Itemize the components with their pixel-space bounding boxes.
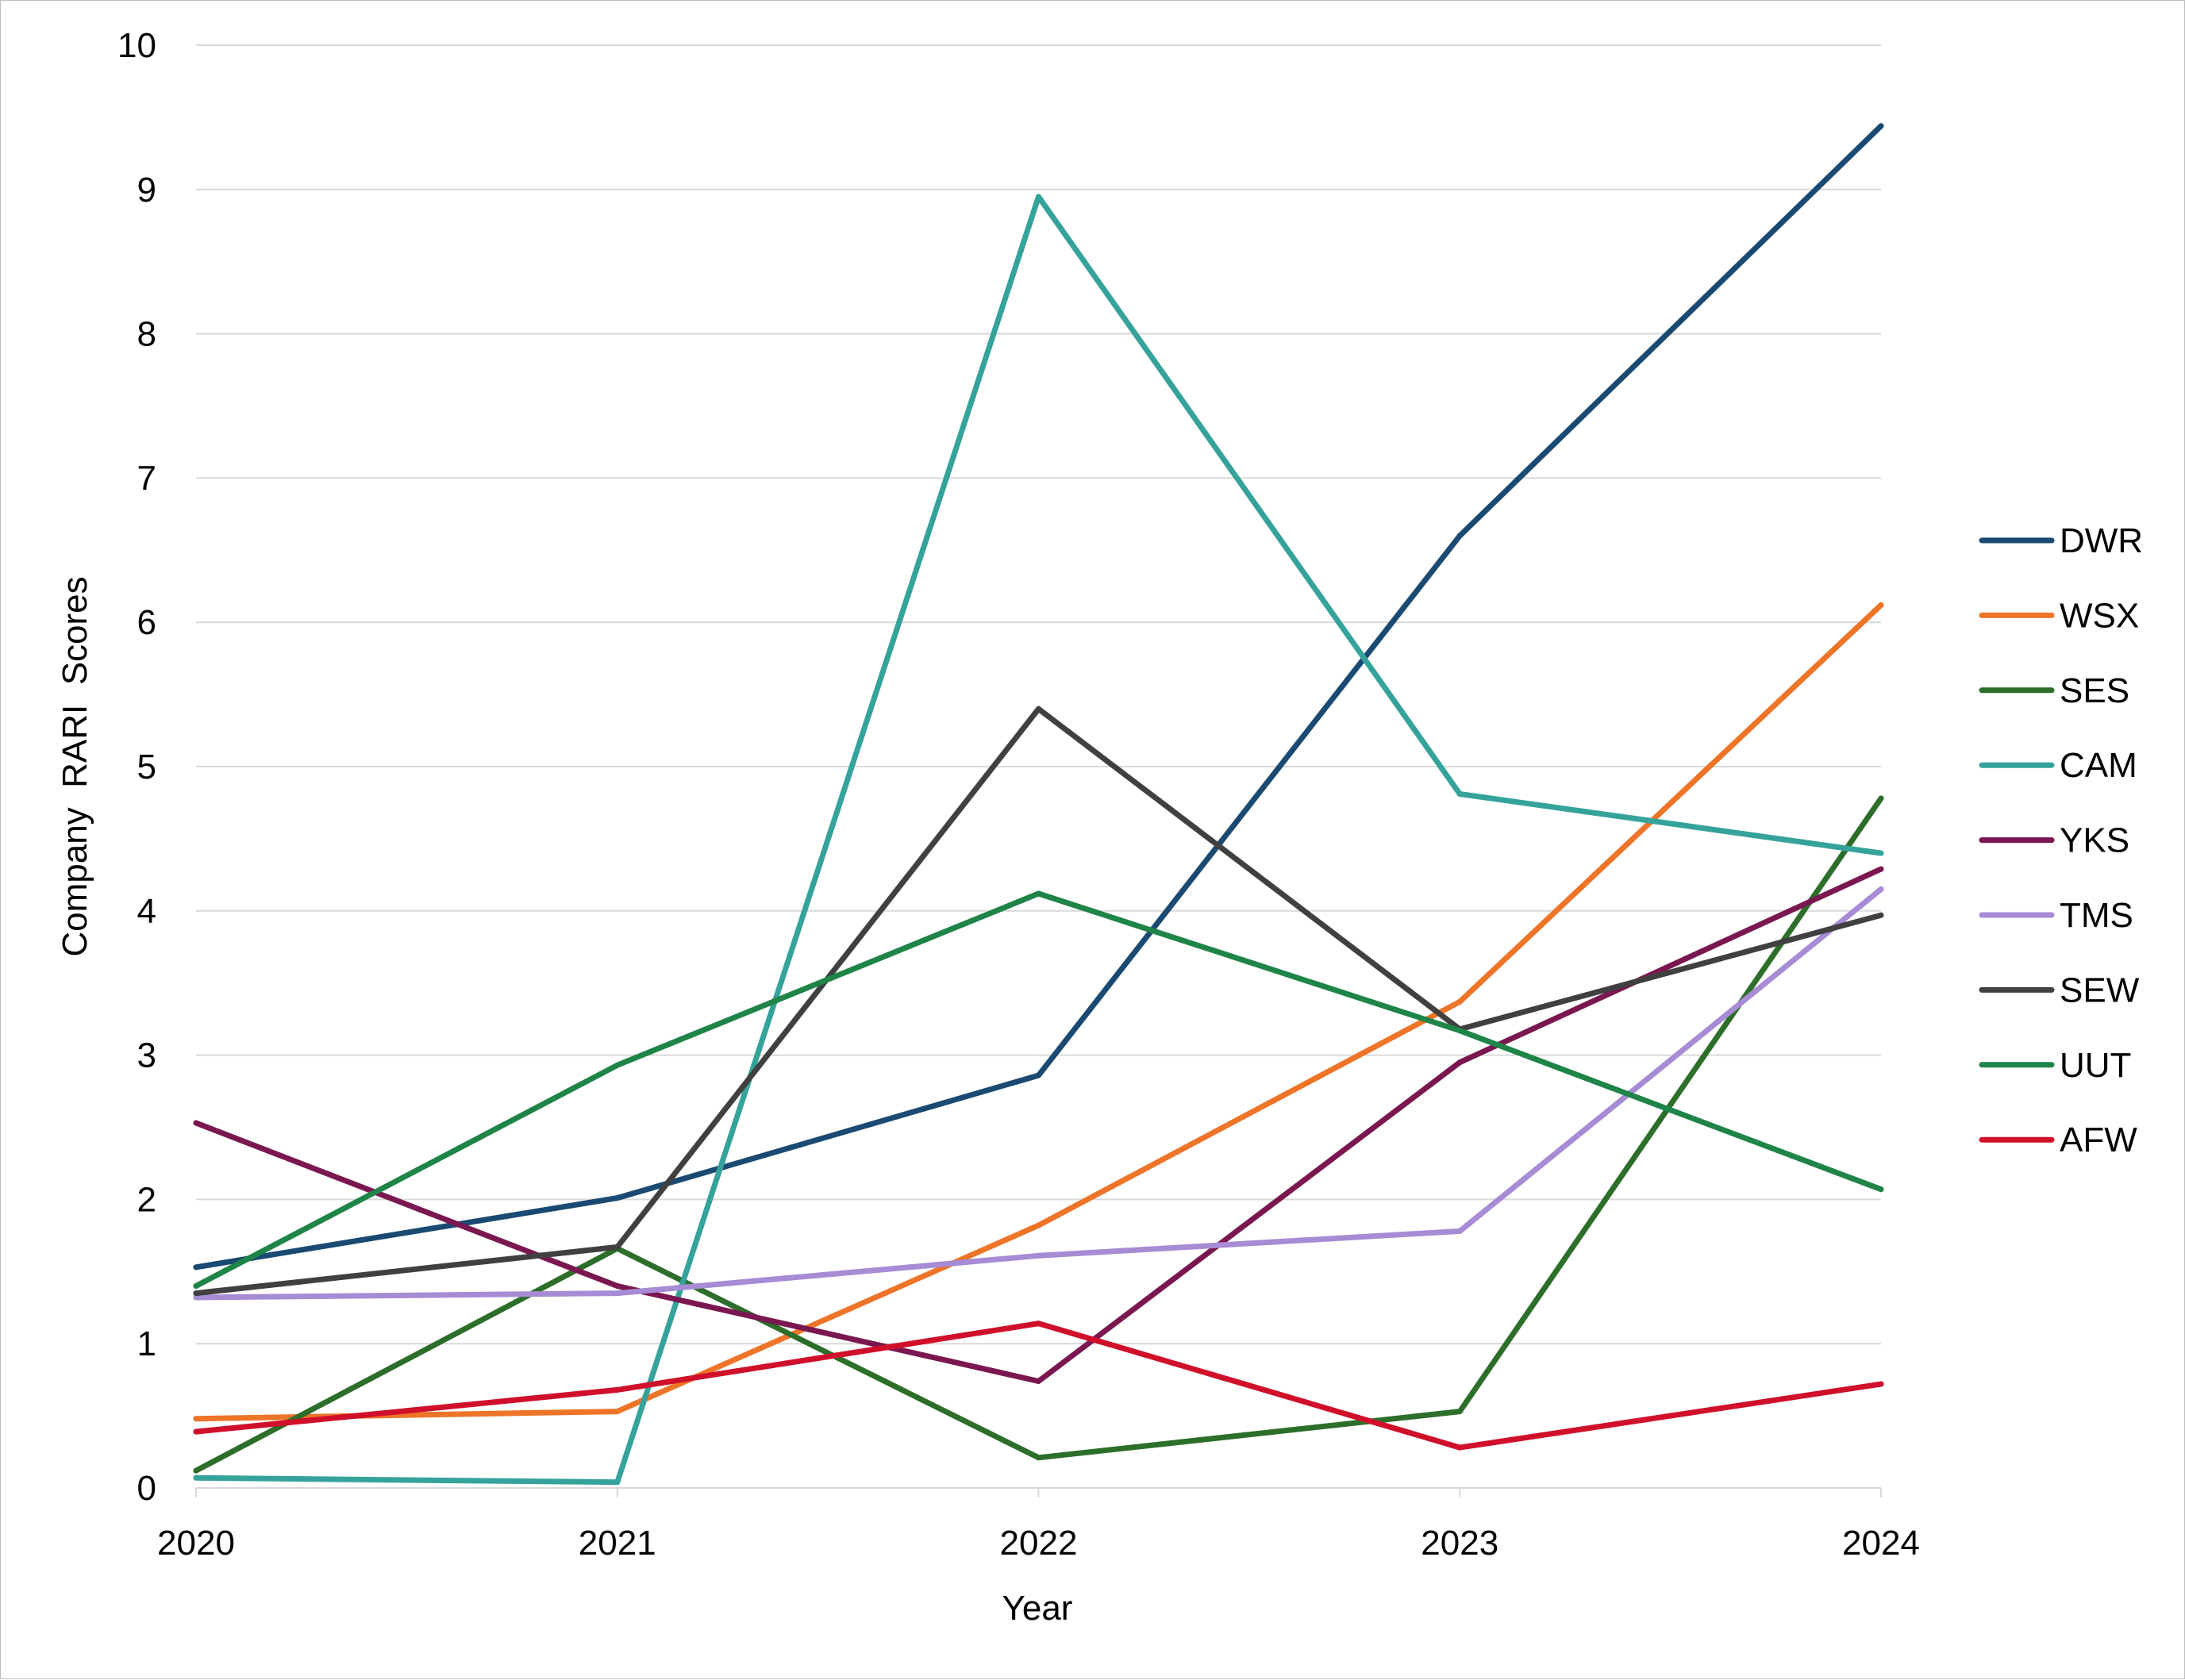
y-tick-label: 7 [137,459,156,498]
data-point-ses [193,1467,199,1474]
y-tick-label: 6 [137,603,156,642]
series-line-afw [193,1321,1884,1451]
legend-item-afw: AFW [1979,1121,2137,1159]
data-point-wsx [1878,602,1884,608]
legend-label: UUT [2060,1046,2131,1085]
series-line-ses [193,795,1884,1474]
data-point-wsx [193,1416,199,1422]
x-tick-label: 2024 [1842,1524,1920,1563]
data-point-afw [1036,1321,1041,1327]
data-point-tms [1456,1228,1463,1234]
x-axis-title: Year [1002,1589,1073,1628]
data-point-cam [1878,850,1884,856]
x-tick-label: 2022 [1000,1524,1078,1563]
x-tick-label: 2023 [1421,1524,1498,1563]
legend-item-dwr: DWR [1979,521,2143,560]
data-point-dwr [1456,532,1463,539]
x-tick-label: 2021 [579,1524,656,1563]
legend-item-cam: CAM [1979,746,2137,785]
legend-item-ses: SES [1979,671,2129,710]
data-point-uut [1878,1186,1884,1193]
data-point-cam [614,1479,621,1486]
data-point-sew [614,1244,621,1250]
data-point-dwr [193,1264,199,1271]
series-lines [193,123,1884,1486]
y-tick-label: 4 [137,892,156,931]
y-tick-label: 9 [137,171,156,210]
data-point-uut [193,1282,199,1289]
y-tick-label: 0 [137,1469,156,1508]
data-point-afw [614,1386,621,1393]
x-tick-label: 2020 [157,1524,235,1563]
data-point-yks [1456,1059,1463,1066]
legend-item-sew: SEW [1979,971,2140,1009]
data-point-uut [614,1062,621,1068]
y-axis-title: Company RARI Scores [56,576,94,956]
y-tick-label: 8 [137,315,156,354]
data-point-afw [1456,1444,1463,1451]
legend-label: DWR [2060,521,2143,560]
data-point-ses [1878,795,1884,802]
legend-item-uut: UUT [1979,1046,2131,1085]
legend: DWR WSX SES CAM YKS TMS SEW UUT AFW [1979,521,2143,1159]
data-point-sew [1878,912,1884,918]
y-tick-label: 3 [137,1036,156,1075]
series-line-sew [193,705,1884,1297]
data-point-afw [1878,1381,1884,1387]
legend-label: CAM [2060,746,2137,785]
series-line-yks [193,866,1884,1384]
data-point-uut [1456,1028,1463,1034]
data-point-dwr [614,1195,621,1201]
y-tick-label: 10 [117,26,156,65]
data-point-yks [614,1282,621,1289]
data-point-dwr [1878,123,1884,129]
data-point-afw [193,1428,199,1435]
legend-label: SES [2060,671,2129,710]
legend-item-yks: YKS [1979,821,2129,860]
data-point-cam [1036,194,1041,200]
legend-label: AFW [2060,1121,2137,1159]
data-point-ses [1456,1409,1463,1415]
y-tick-label: 2 [137,1180,156,1219]
legend-label: TMS [2060,896,2133,935]
axes: 0 1 2 3 4 5 6 7 8 9 10 2020 2021 2022 2023 2024 [117,26,1920,1563]
legend-label: YKS [2060,821,2129,860]
data-point-wsx [1036,1222,1041,1228]
y-tick-label: 1 [137,1324,156,1363]
data-point-tms [614,1290,621,1297]
data-point-uut [1036,890,1041,897]
data-point-yks [1878,866,1884,872]
data-point-tms [1878,886,1884,893]
y-tick-label: 5 [137,748,156,786]
gridlines [196,44,1881,1345]
legend-label: WSX [2060,596,2139,635]
data-point-sew [1036,705,1041,712]
legend-item-wsx: WSX [1979,596,2139,635]
data-point-ses [1036,1455,1041,1461]
data-point-tms [1036,1252,1041,1259]
data-point-sew [193,1290,199,1297]
data-point-cam [193,1474,199,1481]
data-point-yks [193,1120,199,1126]
data-point-wsx [1456,998,1463,1005]
data-point-yks [1036,1378,1041,1384]
data-point-cam [1456,791,1463,798]
data-point-dwr [1036,1072,1041,1078]
data-point-tms [193,1294,199,1301]
legend-label: SEW [2060,971,2140,1009]
legend-item-tms: TMS [1979,896,2133,935]
data-point-wsx [614,1409,621,1415]
